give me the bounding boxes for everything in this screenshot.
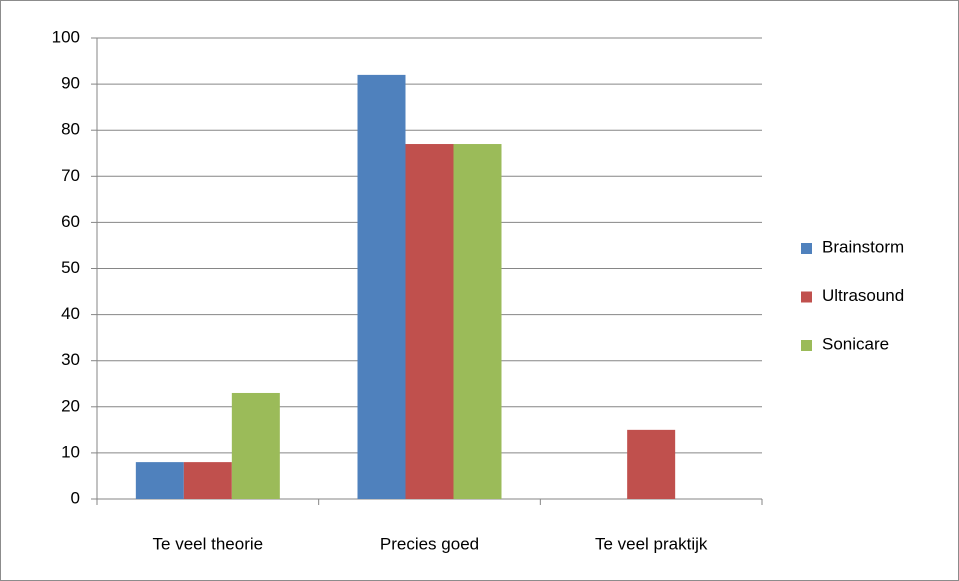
y-tick-label: 70	[61, 166, 80, 185]
y-tick-label: 20	[61, 396, 80, 415]
x-tick-label: Te veel theorie	[153, 534, 264, 553]
y-tick-label: 80	[61, 120, 80, 139]
legend-label: Brainstorm	[822, 237, 904, 256]
bar	[405, 144, 454, 499]
bar	[453, 144, 502, 499]
y-tick-label: 30	[61, 350, 80, 369]
y-tick-label: 0	[71, 488, 80, 507]
bar	[357, 74, 406, 499]
y-tick-label: 90	[61, 74, 80, 93]
x-tick-label: Precies goed	[380, 534, 479, 553]
legend-label: Sonicare	[822, 334, 889, 353]
y-tick-label: 50	[61, 258, 80, 277]
legend-swatch	[801, 291, 812, 303]
y-tick-label: 60	[61, 212, 80, 231]
legend-label: Ultrasound	[822, 286, 904, 305]
y-tick-label: 100	[52, 27, 80, 46]
y-tick-label: 40	[61, 304, 80, 323]
legend-swatch	[801, 243, 812, 254]
x-tick-label: Te veel praktijk	[595, 534, 708, 553]
bar	[135, 462, 184, 499]
bar	[627, 429, 676, 499]
bar	[183, 462, 232, 499]
y-tick-label: 10	[61, 442, 80, 461]
bar	[231, 392, 280, 499]
legend-swatch	[801, 340, 812, 351]
